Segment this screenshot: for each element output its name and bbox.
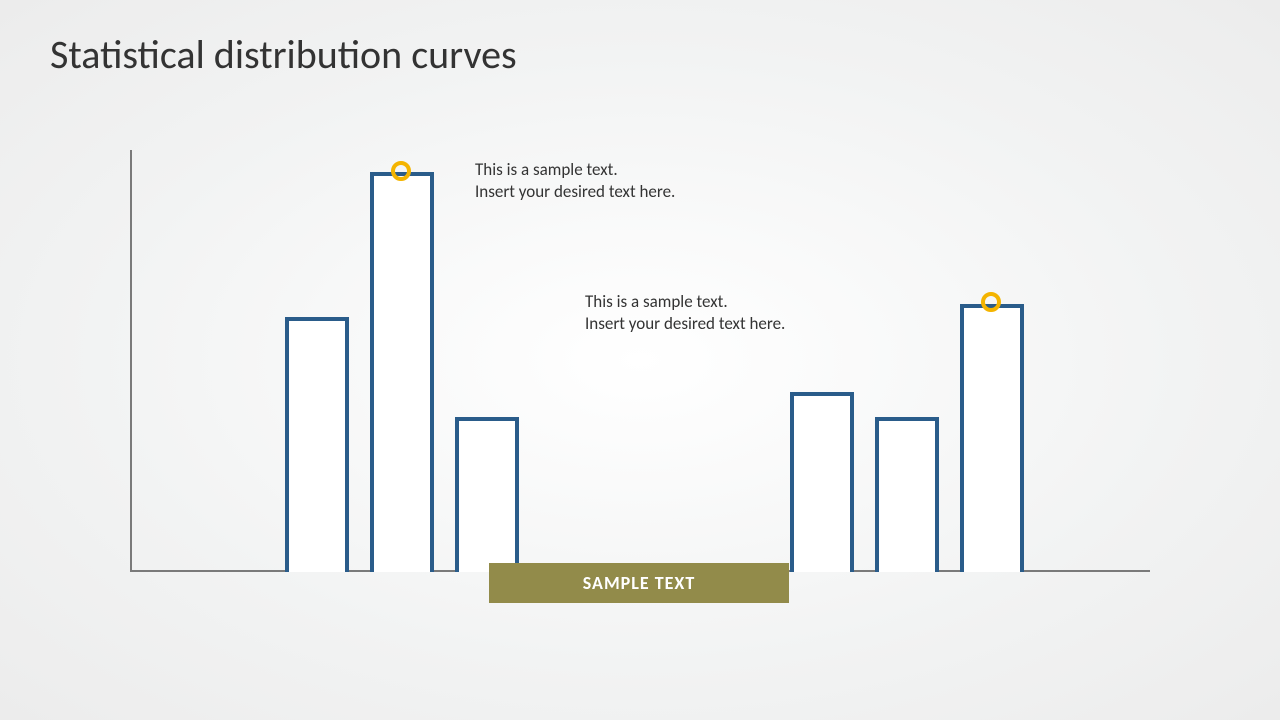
highlight-marker-1	[391, 161, 411, 181]
bar-6	[960, 304, 1024, 572]
annotation-1: This is a sample text. Insert your desir…	[475, 159, 675, 203]
page-title: Statistical distribution curves	[50, 30, 517, 79]
sample-text-banner: SAMPLE TEXT	[489, 563, 789, 603]
bar-5	[875, 417, 939, 572]
bar-3	[455, 417, 519, 572]
bar-1	[285, 317, 349, 572]
annotation-line: This is a sample text.	[585, 291, 785, 313]
banner-label: SAMPLE TEXT	[583, 572, 696, 594]
annotation-line: This is a sample text.	[475, 159, 675, 181]
bar-2	[370, 172, 434, 572]
annotation-line: Insert your desired text here.	[585, 313, 785, 335]
annotation-line: Insert your desired text here.	[475, 181, 675, 203]
highlight-marker-2	[981, 292, 1001, 312]
y-axis	[130, 150, 132, 570]
bar-4	[790, 392, 854, 572]
chart-container: This is a sample text. Insert your desir…	[130, 150, 1150, 580]
annotation-2: This is a sample text. Insert your desir…	[585, 291, 785, 335]
